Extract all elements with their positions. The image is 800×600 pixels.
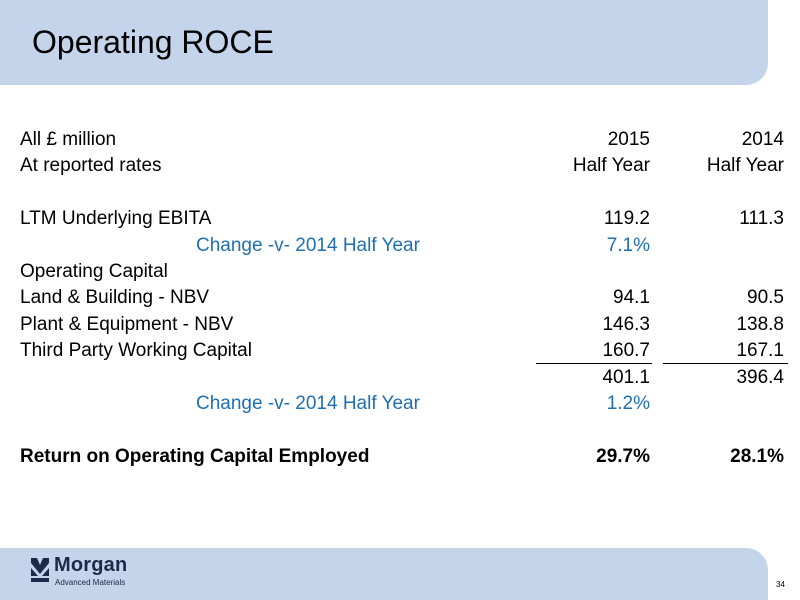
value-2015: 146.3: [602, 313, 650, 335]
subtotal-rule: [663, 363, 788, 365]
table-row: Plant & Equipment - NBV 146.3 138.8: [20, 312, 784, 338]
column-2015-header: 2015: [607, 129, 650, 150]
morgan-logo-icon: [31, 558, 49, 582]
value-2014: 138.8: [736, 313, 784, 335]
column-2015-subheader: Half Year: [572, 155, 650, 177]
value-2015: 7.1%: [606, 234, 650, 256]
footer-band: [0, 548, 768, 600]
value-2014: 111.3: [739, 208, 784, 230]
table-row: Change -v- 2014 Half Year 7.1%: [20, 233, 770, 259]
value-2015: 94.1: [613, 287, 650, 309]
row-label: LTM Underlying EBITA: [20, 208, 212, 230]
table-row: Land & Building - NBV 94.1 90.5: [20, 285, 784, 311]
value-2015: 1.2%: [606, 392, 650, 414]
row-label: Return on Operating Capital Employed: [20, 445, 370, 467]
table-header-row: At reported rates Half Year Half Year: [20, 153, 784, 179]
column-2014-subheader: Half Year: [706, 155, 784, 177]
value-2014: 90.5: [747, 287, 784, 309]
value-2014: 167.1: [736, 340, 784, 362]
value-2014: 396.4: [736, 366, 784, 388]
row-label: All £ million: [20, 129, 117, 150]
table-row: Operating Capital: [20, 259, 770, 285]
row-label: Land & Building - NBV: [20, 287, 210, 309]
spacer-row: [20, 180, 770, 206]
row-label: Third Party Working Capital: [20, 340, 252, 362]
value-2014: 28.1%: [730, 445, 784, 467]
table-row: LTM Underlying EBITA 119.2 111.3: [20, 206, 784, 232]
table-header-row: All £ million 2015 2014: [20, 127, 784, 153]
subtotal-row: 401.1 396.4: [20, 365, 784, 391]
subtotal-rule: [536, 363, 652, 365]
title-band: Operating ROCE: [0, 0, 768, 85]
table-row: Third Party Working Capital 160.7 167.1: [20, 338, 788, 365]
roce-table: All £ million 2015 2014 At reported rate…: [20, 127, 788, 470]
value-2015: 29.7%: [596, 445, 650, 467]
column-2014-header: 2014: [741, 129, 784, 150]
spacer-row: [20, 417, 770, 443]
row-label: Change -v- 2014 Half Year: [196, 234, 420, 256]
row-label: Operating Capital: [20, 260, 168, 282]
logo-name: Morgan: [54, 554, 128, 576]
value-2015: 160.7: [602, 340, 650, 362]
row-label: Plant & Equipment - NBV: [20, 313, 234, 335]
total-row: Return on Operating Capital Employed 29.…: [20, 444, 784, 470]
row-label: At reported rates: [20, 155, 162, 177]
page-number: 34: [776, 580, 785, 589]
row-label: Change -v- 2014 Half Year: [196, 392, 420, 414]
value-2015: 401.1: [602, 366, 650, 388]
value-2015: 119.2: [603, 208, 650, 230]
slide-title: Operating ROCE: [32, 24, 274, 60]
logo-tagline: Advanced Materials: [55, 578, 126, 587]
table-row: Change -v- 2014 Half Year 1.2%: [20, 391, 770, 417]
